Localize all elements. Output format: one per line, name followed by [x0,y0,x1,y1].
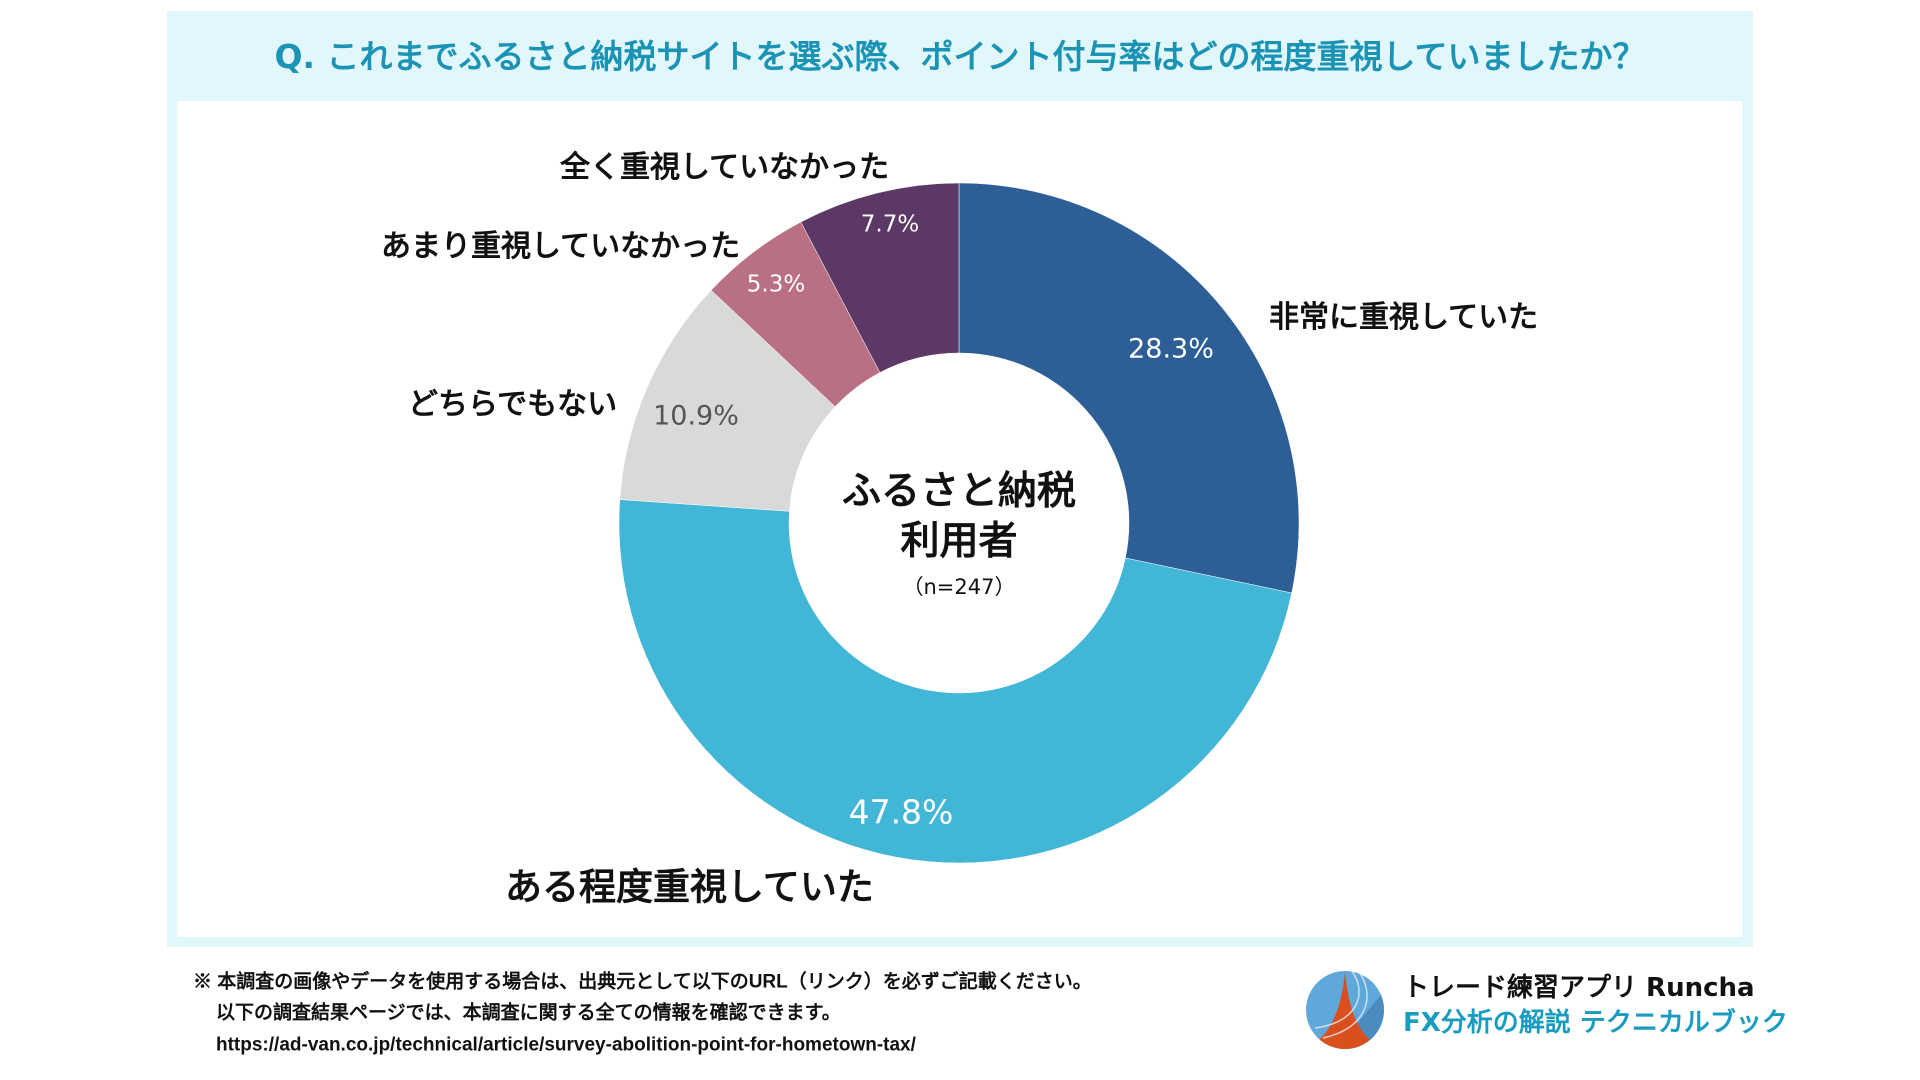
donut-slice-very-important [958,182,1300,594]
brand-tagline: FX分析の解説 テクニカルブック [1403,1008,1788,1038]
slice-label-not-very-important: あまり重視していなかった [381,229,741,264]
chart-title: Q. これまでふるさと納税サイトを選ぶ際、ポイント付与率はどの程度重視していまし… [274,37,1646,76]
center-label-line2: 利用者 [900,519,1018,564]
donut-slice-not-important-at-all [800,182,960,373]
slice-value-very-important: 28.3% [1128,333,1214,365]
sample-size: （n=247） [902,575,1016,599]
slice-label-very-important: 非常に重視していた [1269,300,1539,335]
runcha-logo-icon [1306,971,1384,1049]
slice-label-not-important-at-all: 全く重視していなかった [560,150,890,185]
slice-value-somewhat-important: 47.8% [848,792,954,832]
donut-slice-neutral [619,289,836,512]
donut-slices [618,182,1300,864]
slice-label-somewhat-important: ある程度重視していた [505,865,874,909]
slice-value-not-very-important: 5.3% [746,271,806,298]
slice-value-neutral: 10.9% [653,400,739,432]
slice-value-not-important-at-all: 7.7% [860,211,920,238]
center-label-line1: ふるさと納税 [841,469,1077,514]
footer-note-line1: ※ 本調査の画像やデータを使用する場合は、出典元として以下のURL（リンク）を必… [193,971,1092,993]
brand-app-name: トレード練習アプリ Runcha [1403,973,1755,1003]
donut-slice-somewhat-important [618,499,1293,864]
footer-source-url[interactable]: https://ad-van.co.jp/technical/article/s… [216,1034,916,1056]
footer-note-line2: 以下の調査結果ページでは、本調査に関する全ての情報を確認できます。 [216,1002,841,1024]
slice-label-neutral: どちらでもない [408,387,618,422]
